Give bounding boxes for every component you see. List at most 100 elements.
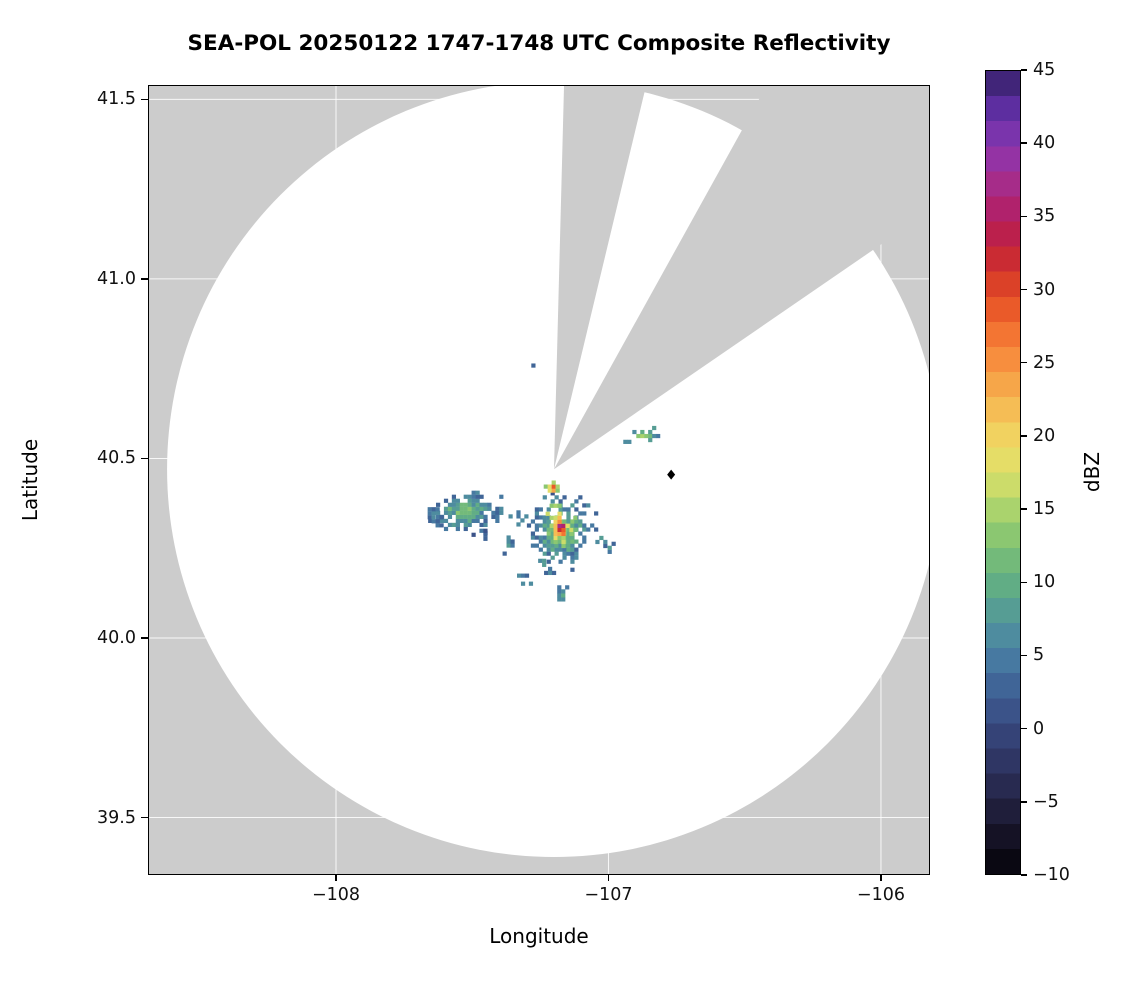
echo-cell (520, 518, 525, 523)
echo-cell (551, 480, 556, 485)
echo-cell (557, 531, 562, 537)
colorbar-tick-mark (1021, 288, 1027, 291)
echo-cell (551, 570, 557, 576)
echo-cell (573, 515, 578, 520)
echo-cell (546, 507, 551, 512)
echo-cell (566, 547, 571, 552)
echo-cell (471, 532, 476, 537)
echo-cell (550, 547, 555, 552)
echo-cell (524, 514, 529, 519)
colorbar-label: dBZ (1080, 451, 1104, 493)
echo-cell (467, 514, 472, 519)
echo-cell (566, 519, 571, 524)
echo-cell (550, 543, 555, 548)
colorbar-tick-mark (1021, 215, 1027, 218)
echo-cell (578, 531, 583, 536)
echo-cell (542, 527, 547, 532)
echo-cell (565, 585, 570, 590)
echo-cell (467, 494, 472, 499)
plot-border (148, 85, 930, 875)
echo-cell (483, 502, 488, 507)
echo-cell (534, 535, 539, 540)
echo-cell (436, 510, 441, 515)
echo-cell (439, 518, 445, 524)
echo-cell (455, 522, 460, 528)
echo-cell (590, 523, 595, 528)
echo-cell (431, 519, 436, 524)
echo-cell (550, 527, 555, 532)
echo-cell (553, 519, 558, 524)
echo-cell (586, 527, 591, 532)
echo-cell (431, 515, 436, 520)
echo-cell (455, 506, 460, 511)
echo-cell (542, 523, 547, 528)
echo-cell (459, 518, 464, 524)
echo-cell (538, 547, 543, 552)
echo-cell (640, 429, 645, 435)
echo-cell (561, 543, 566, 549)
echo-cell (524, 573, 530, 578)
echo-cell (443, 510, 449, 515)
colorbar-tick-label: 20 (1033, 425, 1056, 446)
echo-cell (607, 549, 612, 554)
echo-cell (561, 539, 566, 545)
echo-cell (455, 502, 460, 507)
echo-cell (538, 535, 543, 540)
echo-cell (435, 519, 440, 524)
echo-cell (648, 429, 653, 435)
echo-cell (517, 573, 522, 578)
echo-cell (427, 507, 432, 512)
echo-cell (467, 522, 472, 528)
echo-cell (530, 535, 536, 540)
echo-cell (439, 515, 444, 520)
echo-cell (562, 519, 567, 524)
x-tick-mark (335, 875, 337, 881)
echo-cell (459, 510, 464, 515)
chart-title: SEA-POL 20250122 1747-1748 UTC Composite… (187, 31, 891, 56)
echo-cell (508, 514, 513, 519)
echo-cell (570, 543, 575, 548)
echo-cell (582, 539, 587, 544)
echo-cell (546, 527, 551, 532)
colorbar-tick-label: 25 (1033, 352, 1056, 373)
echo-cell (561, 527, 566, 533)
echo-cell (479, 506, 484, 511)
echo-cell (431, 507, 436, 512)
colorbar-tick-label: 45 (1033, 60, 1056, 80)
colorbar-tick-label: 5 (1033, 645, 1045, 666)
echo-cell (562, 555, 567, 560)
echo-cell (526, 523, 532, 528)
echo-cell (561, 535, 566, 541)
echo-cell (546, 515, 551, 520)
y-tick-label: 39.5 (97, 807, 136, 828)
echo-cell (463, 522, 468, 528)
echo-cell (603, 539, 608, 545)
echo-cell (499, 510, 504, 515)
echo-cell (656, 433, 661, 439)
echo-cell (557, 527, 562, 533)
echo-cell (549, 503, 554, 508)
echo-cell (455, 518, 460, 524)
echo-cell (644, 433, 649, 439)
echo-cell (623, 439, 628, 444)
y-tick-label: 41.5 (97, 89, 136, 110)
echo-cell (451, 506, 457, 511)
echo-cell (471, 518, 476, 524)
echo-cell (570, 559, 575, 564)
echo-cell (471, 494, 476, 499)
colorbar-tick-label: 10 (1033, 572, 1056, 593)
echo-cell (548, 566, 553, 572)
echo-cell (557, 519, 562, 524)
echo-cell (570, 547, 575, 552)
echo-cell (534, 511, 539, 516)
echo-cell (542, 562, 547, 567)
echo-cell (479, 522, 484, 528)
echo-cell (573, 527, 578, 533)
echo-cell (510, 539, 515, 544)
echo-cell (530, 543, 536, 548)
colorbar-tick-mark (1021, 508, 1027, 510)
echo-cell (443, 526, 449, 532)
echo-cell (427, 511, 432, 516)
echo-cell (566, 515, 571, 520)
